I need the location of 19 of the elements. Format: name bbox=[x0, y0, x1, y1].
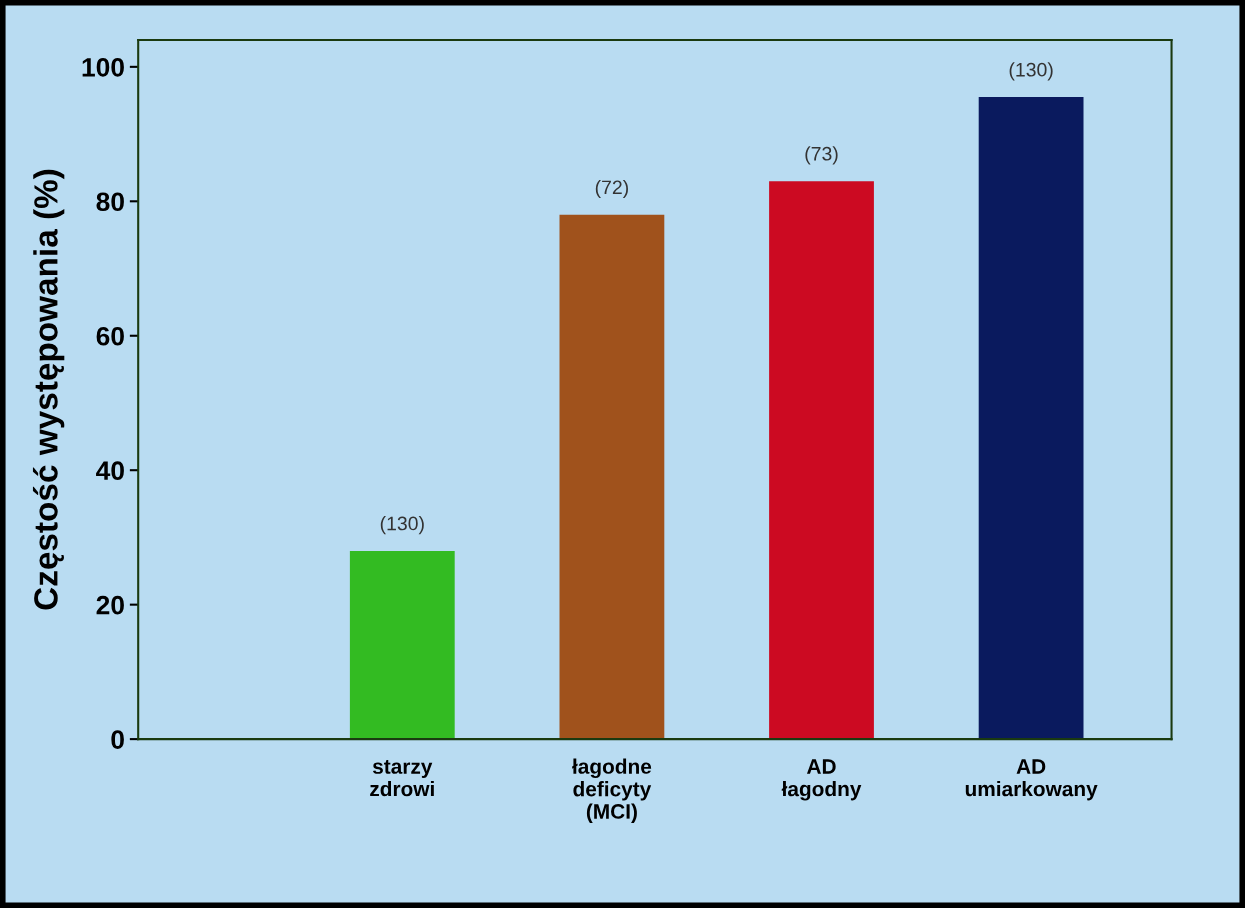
annotation: (72) bbox=[595, 179, 628, 199]
y-tick-label: 60 bbox=[96, 326, 124, 346]
annotation: (73) bbox=[805, 146, 838, 165]
x-tick-label: starzy zdrowi bbox=[370, 760, 434, 797]
x-tick-label: AD łagodny bbox=[781, 759, 862, 801]
y-tick-label: 40 bbox=[96, 461, 124, 481]
annotation: (130) bbox=[1009, 62, 1053, 81]
x-tick-label: łagodne deficyty (MCI) bbox=[572, 758, 652, 823]
y-axis-title: Częstość występowania (%) bbox=[32, 169, 65, 610]
annotation: (130) bbox=[380, 516, 424, 535]
x-tick-label: AD umiarkowany bbox=[965, 759, 1098, 801]
y-tick-label: 100 bbox=[82, 57, 124, 77]
bar bbox=[769, 181, 874, 740]
bar bbox=[978, 97, 1084, 740]
y-tick-label: 0 bbox=[111, 730, 124, 749]
bar bbox=[349, 550, 455, 740]
bar bbox=[559, 214, 665, 740]
y-tick-label: 80 bbox=[96, 192, 124, 212]
y-tick-label: 20 bbox=[96, 595, 124, 615]
